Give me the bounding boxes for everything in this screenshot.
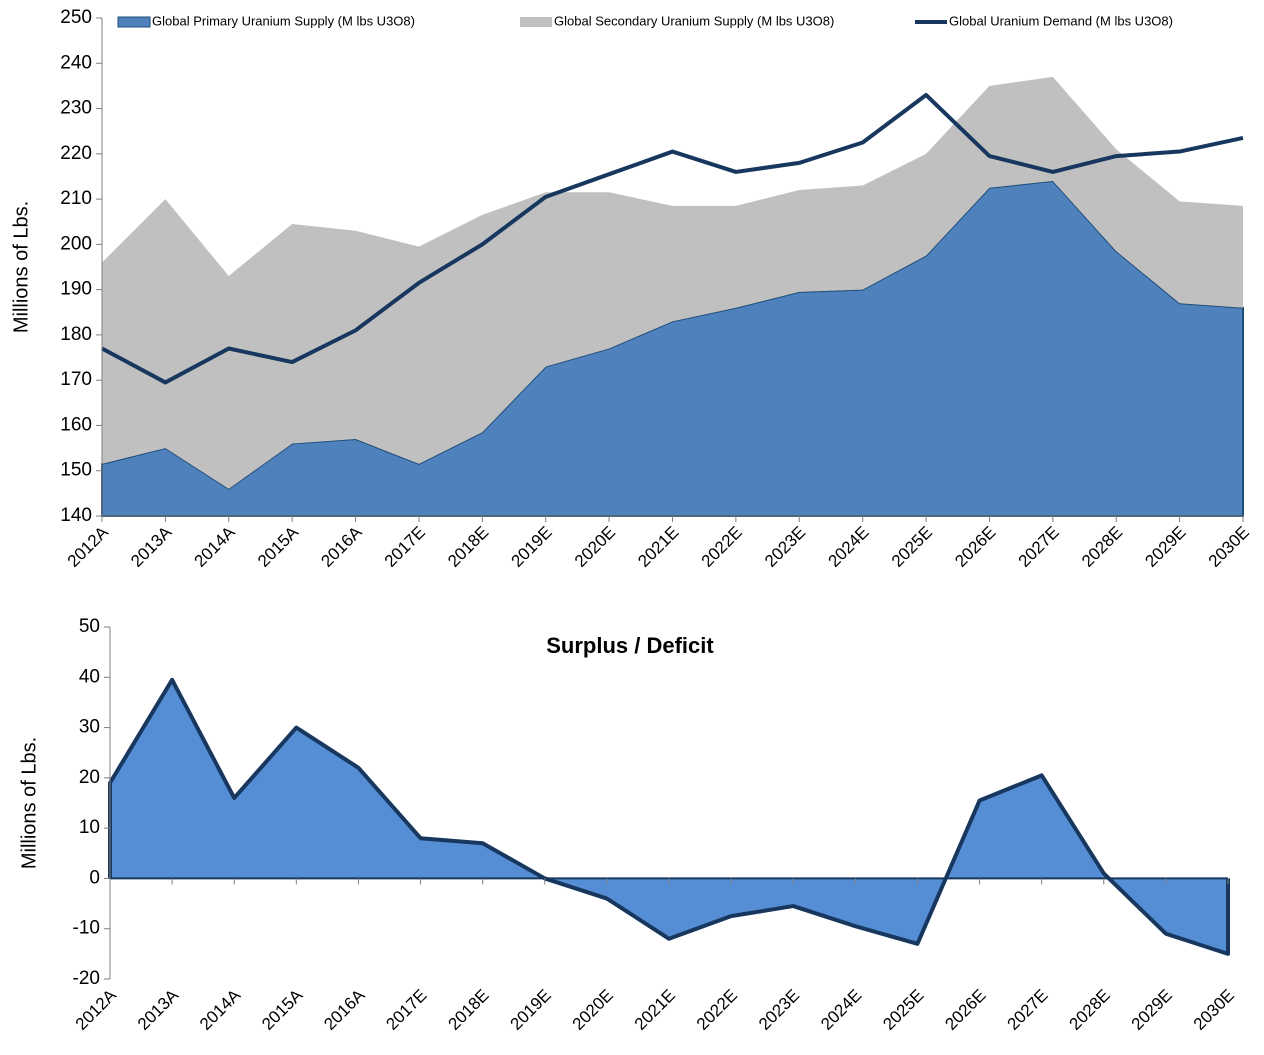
chart-title: Surplus / Deficit	[546, 633, 714, 658]
legend-label: Global Primary Uranium Supply (M lbs U3O…	[152, 13, 415, 28]
x-tick-label: 2018E	[444, 523, 492, 571]
x-tick-label: 2013A	[134, 985, 183, 1034]
y-tick-label: 0	[89, 867, 100, 888]
y-tick-label: 50	[79, 616, 100, 637]
x-tick-label: 2025E	[888, 523, 936, 571]
x-tick-label: 2017E	[381, 523, 429, 571]
legend-swatch	[520, 17, 552, 27]
x-tick-label: 2022E	[698, 523, 746, 571]
x-tick-label: 2028E	[1078, 523, 1126, 571]
x-tick-label: 2026E	[941, 986, 989, 1034]
x-tick-label: 2016A	[317, 522, 366, 571]
legend-label: Global Uranium Demand (M lbs U3O8)	[949, 13, 1173, 28]
x-tick-label: 2028E	[1066, 986, 1114, 1034]
y-tick-label: 180	[60, 324, 92, 345]
x-tick-label: 2012A	[64, 522, 113, 571]
y-tick-label: 250	[60, 7, 92, 28]
x-tick-label: 2030E	[1190, 986, 1238, 1034]
y-tick-label: 30	[79, 717, 100, 738]
x-tick-label: 2014A	[191, 522, 240, 571]
x-tick-label: 2016A	[320, 985, 369, 1034]
x-tick-label: 2024E	[824, 523, 872, 571]
x-tick-label: 2021E	[631, 986, 679, 1034]
y-tick-label: 150	[60, 460, 92, 481]
x-tick-label: 2018E	[444, 986, 492, 1034]
x-tick-label: 2021E	[634, 523, 682, 571]
x-tick-label: 2029E	[1128, 986, 1176, 1034]
x-tick-label: 2019E	[507, 986, 555, 1034]
x-tick-label: 2027E	[1003, 986, 1051, 1034]
x-tick-label: 2029E	[1141, 523, 1189, 571]
y-axis-title: Millions of Lbs.	[18, 737, 40, 869]
x-tick-label: 2017E	[382, 986, 430, 1034]
x-tick-label: 2012A	[72, 985, 121, 1034]
line	[108, 677, 1230, 956]
x-tick-label: 2022E	[693, 986, 741, 1034]
x-tick-label: 2026E	[951, 523, 999, 571]
y-axis-title: Millions of Lbs.	[10, 201, 32, 333]
line	[101, 92, 1244, 385]
x-tick-label: 2015A	[258, 985, 307, 1034]
y-tick-label: 10	[79, 817, 100, 838]
legend-swatch	[117, 16, 151, 28]
y-tick-label: -10	[73, 918, 100, 939]
y-tick-label: 210	[60, 188, 92, 209]
x-tick-label: 2020E	[571, 523, 619, 571]
y-tick-label: -20	[73, 968, 100, 989]
y-tick-label: 140	[60, 505, 92, 526]
x-tick-label: 2015A	[254, 522, 303, 571]
x-tick-label: 2019E	[508, 523, 556, 571]
y-tick-label: 40	[79, 666, 100, 687]
y-tick-label: 190	[60, 279, 92, 300]
x-tick-label: 2020E	[569, 986, 617, 1034]
area	[102, 76, 1243, 489]
legend-label: Global Secondary Uranium Supply (M lbs U…	[554, 13, 834, 28]
x-tick-label: 2023E	[755, 986, 803, 1034]
y-tick-label: 220	[60, 143, 92, 164]
x-tick-label: 2014A	[196, 985, 245, 1034]
x-tick-label: 2027E	[1015, 523, 1063, 571]
y-tick-label: 200	[60, 233, 92, 254]
y-tick-label: 170	[60, 369, 92, 390]
y-tick-label: 160	[60, 414, 92, 435]
y-tick-label: 20	[79, 767, 100, 788]
x-tick-label: 2023E	[761, 523, 809, 571]
y-tick-label: 240	[60, 52, 92, 73]
x-tick-label: 2013A	[127, 522, 176, 571]
x-tick-label: 2025E	[879, 986, 927, 1034]
x-tick-label: 2024E	[817, 986, 865, 1034]
x-tick-label: 2030E	[1205, 523, 1253, 571]
y-tick-label: 230	[60, 98, 92, 119]
area	[110, 679, 1228, 954]
